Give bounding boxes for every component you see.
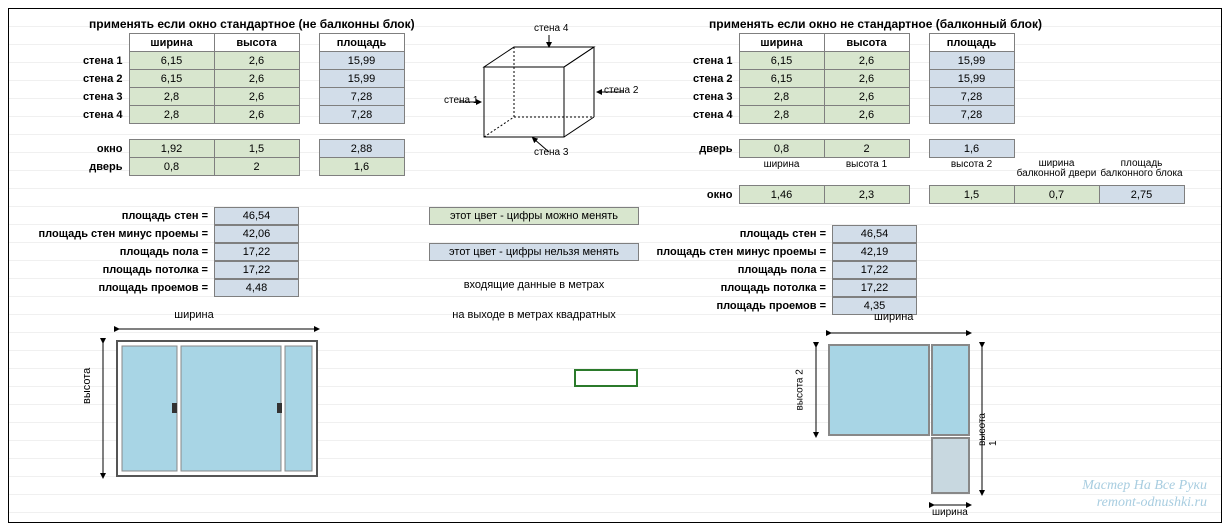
row-label: стена 1 bbox=[69, 52, 129, 70]
left-openings-table: окно1,921,52,88 дверь0,821,6 bbox=[69, 139, 405, 176]
left-results: площадь стен =46,54 площадь стен минус п… bbox=[19, 207, 299, 297]
col-height: высота bbox=[214, 34, 299, 52]
right-window-table: окно 1,46 2,3 1,5 0,7 2,75 bbox=[679, 185, 1185, 204]
cell[interactable]: 6,15 bbox=[129, 52, 214, 70]
watermark: Мастер На Все Руки remont-odnushki.ru bbox=[1082, 478, 1207, 512]
right-results: площадь стен =46,54 площадь стен минус п… bbox=[637, 225, 917, 315]
legend-calc: этот цвет - цифры нельзя менять bbox=[429, 243, 639, 261]
active-cell[interactable] bbox=[574, 369, 638, 387]
note-output: на выходе в метрах квадратных bbox=[429, 309, 639, 321]
right-balcony-diagram: ширина высота 2 высота 1 ширина bbox=[804, 325, 1004, 518]
legend-editable: этот цвет - цифры можно менять bbox=[429, 207, 639, 225]
col-width: ширина bbox=[129, 34, 214, 52]
right-title: применять если окно не стандартное (балк… bbox=[709, 17, 1042, 31]
col-area: площадь bbox=[319, 34, 404, 52]
diag-height-label: высота bbox=[81, 368, 93, 404]
right-walls-table: ширина высота площадь стена 16,152,615,9… bbox=[679, 33, 1015, 124]
cell: 15,99 bbox=[319, 52, 404, 70]
legend-block: этот цвет - цифры можно менять этот цвет… bbox=[429, 207, 639, 321]
cell[interactable]: 2,6 bbox=[214, 52, 299, 70]
note-input: входящие данные в метрах bbox=[429, 279, 639, 291]
left-walls-table: ширина высота площадь стена 16,152,6 15,9… bbox=[69, 33, 405, 124]
left-window-diagram: ширина высота bbox=[89, 309, 329, 504]
diag-width-label: ширина bbox=[89, 309, 299, 321]
room-3d-diagram: стена 1 стена 2 стена 4 стена 3 bbox=[449, 27, 639, 160]
right-window-subheaders: ширина высота 1 высота 2 ширина балконно… bbox=[739, 159, 1184, 179]
right-door-table: дверь0,821,6 bbox=[679, 139, 1015, 158]
left-title: применять если окно стандартное (не балк… bbox=[89, 17, 415, 31]
spreadsheet-sheet: применять если окно стандартное (не балк… bbox=[8, 8, 1222, 523]
